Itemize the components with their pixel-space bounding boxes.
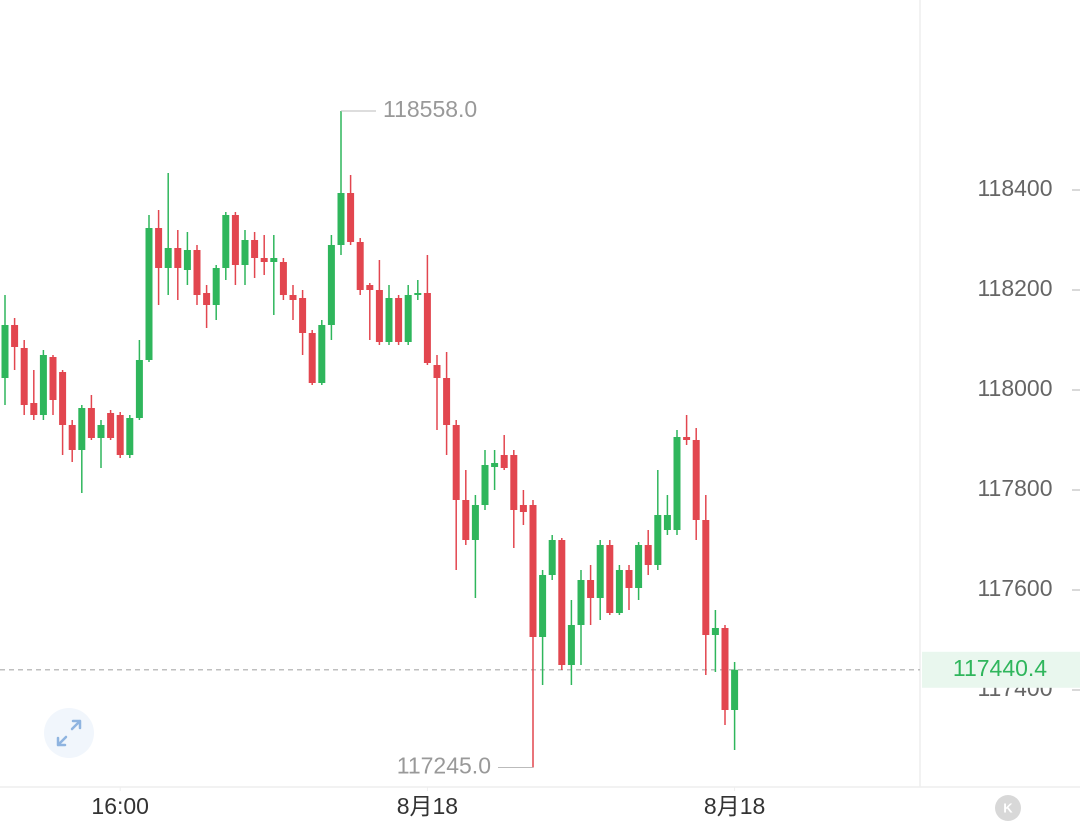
candle-body <box>270 258 278 262</box>
candle-body <box>68 425 76 450</box>
y-tick-label: 118200 <box>977 275 1052 301</box>
candle-body <box>673 437 681 530</box>
expand-button[interactable] <box>44 708 94 758</box>
candle-body <box>289 295 297 300</box>
candle-body <box>116 415 124 455</box>
candle-body <box>126 418 134 455</box>
candle-body <box>711 628 719 635</box>
candle-body <box>500 455 508 468</box>
candle-body <box>260 258 268 262</box>
candle-body <box>606 545 614 613</box>
candle-body <box>49 357 57 400</box>
candle-body <box>654 515 662 565</box>
candle-body <box>414 293 422 295</box>
candle-body <box>241 240 249 265</box>
candle-body <box>481 465 489 505</box>
candle-body <box>59 372 67 425</box>
candle-body <box>20 348 28 405</box>
max-label: 118558.0 <box>383 96 477 122</box>
candle-body <box>615 570 623 613</box>
candle-body <box>452 425 460 500</box>
candle-body <box>164 248 172 268</box>
candle-body <box>222 215 230 268</box>
candle-body <box>519 505 527 512</box>
candle-body <box>203 293 211 305</box>
candle-body <box>337 193 345 245</box>
candle-body <box>423 293 431 363</box>
candle-body <box>87 408 95 438</box>
candle-body <box>692 440 700 520</box>
candle-body <box>145 228 153 360</box>
candle-body <box>567 625 575 665</box>
candle-body <box>529 505 537 637</box>
candle-body <box>683 437 691 440</box>
candle-body <box>644 545 652 565</box>
x-tick-label: 8月18 <box>704 793 765 819</box>
candle-body <box>183 250 191 270</box>
candle-body <box>174 248 182 268</box>
candle-body <box>548 540 556 575</box>
candle-body <box>78 408 86 450</box>
k-button-bg[interactable] <box>995 795 1021 821</box>
candle-body <box>347 193 355 242</box>
candle-body <box>721 628 729 710</box>
candle-body <box>539 575 547 637</box>
candle-body <box>231 215 239 265</box>
candle-body <box>30 403 38 415</box>
expand-button-bg[interactable] <box>44 708 94 758</box>
candle-body <box>471 505 479 540</box>
min-label: 117245.0 <box>397 753 491 779</box>
candle-body <box>395 298 403 342</box>
candle-body <box>625 570 633 588</box>
candle-body <box>404 295 412 342</box>
k-icon[interactable]: K <box>1003 800 1013 815</box>
candle-body <box>251 240 259 258</box>
y-tick-label: 117800 <box>977 475 1052 501</box>
candle-body <box>327 245 335 325</box>
candle-body <box>299 298 307 333</box>
candle-body <box>193 250 201 295</box>
candle-body <box>318 325 326 383</box>
candle-body <box>385 298 393 342</box>
candle-body <box>491 463 499 467</box>
candle-body <box>731 669 739 710</box>
k-button[interactable]: K <box>995 795 1021 821</box>
y-tick-label: 118000 <box>977 375 1052 401</box>
candle-body <box>39 355 47 415</box>
candle-body <box>107 413 115 438</box>
candle-body <box>577 580 585 625</box>
candle-body <box>663 515 671 530</box>
x-tick-label: 8月18 <box>397 793 458 819</box>
candle-body <box>558 540 566 665</box>
candle-body <box>366 285 374 290</box>
candle-body <box>135 360 143 418</box>
candle-body <box>510 455 518 510</box>
candle-body <box>356 242 364 290</box>
candle-body <box>212 268 220 305</box>
last-price-box <box>922 651 1080 688</box>
candle-body <box>462 500 470 540</box>
candle-body <box>702 520 710 635</box>
candle-body <box>308 333 316 383</box>
y-tick-label: 118400 <box>977 175 1052 201</box>
expand-icon[interactable] <box>56 719 82 747</box>
candle-body <box>635 545 643 588</box>
candle-body <box>587 580 595 598</box>
last-price-label: 117440.4 <box>953 655 1047 681</box>
x-tick-label: 16:00 <box>91 793 149 819</box>
candle-body <box>11 325 19 347</box>
candle-body <box>443 378 451 425</box>
candle-body <box>97 425 105 438</box>
candle-body <box>433 365 441 378</box>
candle-body <box>155 228 163 268</box>
candle-body <box>596 545 604 598</box>
candle-body <box>375 290 383 342</box>
candle-body <box>279 262 287 295</box>
y-tick-label: 117600 <box>977 575 1052 601</box>
candle-body <box>1 325 9 378</box>
